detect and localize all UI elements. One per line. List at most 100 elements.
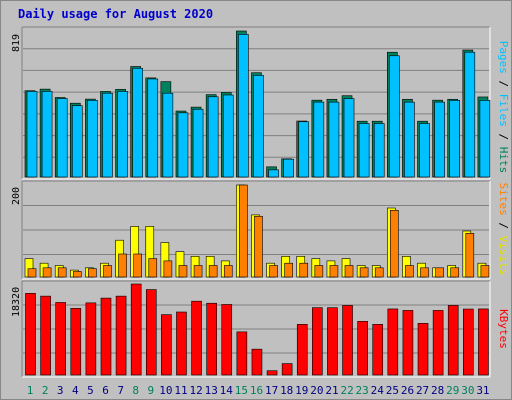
bar-files-day-17 — [268, 169, 279, 178]
bar-sites-day-23 — [359, 267, 369, 278]
bar-files-day-5 — [87, 100, 98, 178]
bar-files-day-2 — [41, 91, 53, 178]
bar-sites-day-25 — [390, 210, 399, 278]
bar-files-day-12 — [192, 108, 204, 178]
legend-kbytes: KBytes — [497, 309, 510, 349]
bar-files-day-15 — [238, 34, 249, 178]
bar-kbytes-day-10 — [161, 314, 172, 376]
bar-kbytes-day-16 — [251, 348, 263, 376]
bar-sites-day-29 — [450, 267, 460, 278]
bar-sites-day-28 — [435, 267, 444, 278]
bar-kbytes-day-22 — [342, 305, 353, 376]
bar-kbytes-day-19 — [296, 324, 308, 376]
bar-kbytes-day-2 — [40, 295, 51, 376]
bar-sites-day-31 — [480, 265, 490, 278]
x-tick-day-14: 14 — [220, 384, 234, 397]
bar-files-day-23 — [358, 123, 370, 178]
bar-kbytes-day-28 — [432, 310, 444, 376]
bar-sites-day-19 — [299, 262, 309, 278]
bar-sites-day-7 — [118, 253, 127, 278]
bar-kbytes-day-31 — [478, 308, 489, 376]
bar-kbytes-day-30 — [463, 308, 474, 376]
x-tick-day-12: 12 — [189, 384, 202, 397]
bar-sites-day-12 — [193, 265, 203, 278]
bar-files-day-30 — [464, 51, 476, 178]
bar-files-day-6 — [102, 92, 113, 178]
bar-sites-day-27 — [420, 267, 429, 278]
x-tick-day-10: 10 — [159, 384, 172, 397]
legend-sites-visits: Sites / Visits — [497, 183, 510, 276]
x-tick-day-19: 19 — [295, 384, 308, 397]
legend-pages-files-hits: Pages / Files / Hits — [497, 41, 510, 174]
bar-files-day-20 — [313, 101, 325, 178]
bar-files-day-10 — [162, 92, 174, 178]
x-tick-day-11: 11 — [174, 384, 187, 397]
bar-sites-day-2 — [42, 267, 52, 278]
x-tick-day-5: 5 — [87, 384, 94, 397]
bar-files-day-3 — [56, 98, 68, 178]
bar-kbytes-day-9 — [145, 289, 157, 376]
x-tick-day-8: 8 — [132, 384, 139, 397]
bar-sites-day-30 — [465, 233, 475, 278]
bar-files-day-29 — [449, 100, 461, 178]
x-tick-day-15: 15 — [235, 384, 248, 397]
bar-sites-day-15 — [239, 184, 248, 278]
bar-kbytes-day-4 — [70, 308, 82, 376]
x-tick-day-4: 4 — [72, 384, 79, 397]
bar-sites-day-6 — [103, 265, 112, 278]
bar-files-day-11 — [177, 112, 189, 178]
bar-files-day-7 — [117, 91, 128, 178]
x-tick-day-27: 27 — [416, 384, 429, 397]
x-tick-day-17: 17 — [265, 384, 278, 397]
bar-kbytes-day-24 — [372, 324, 384, 376]
bar-kbytes-day-8 — [130, 283, 142, 376]
x-tick-day-22: 22 — [340, 384, 353, 397]
bar-sites-day-1 — [27, 268, 37, 278]
bar-sites-day-24 — [374, 267, 384, 278]
x-tick-day-20: 20 — [310, 384, 323, 397]
x-tick-day-6: 6 — [102, 384, 109, 397]
bar-sites-day-26 — [405, 265, 414, 278]
x-tick-day-29: 29 — [446, 384, 459, 397]
x-tick-day-31: 31 — [476, 384, 489, 397]
bar-kbytes-day-14 — [221, 304, 233, 376]
bar-kbytes-day-15 — [236, 331, 248, 376]
bar-files-day-16 — [253, 75, 264, 178]
bar-files-day-19 — [298, 121, 310, 178]
bar-sites-day-22 — [344, 265, 354, 278]
bar-kbytes-day-1 — [25, 293, 36, 376]
bar-kbytes-day-5 — [85, 302, 97, 376]
x-tick-day-21: 21 — [325, 384, 338, 397]
bar-sites-day-17 — [269, 265, 278, 278]
x-tick-day-13: 13 — [205, 384, 218, 397]
y-max-label-kbytes: 18320 — [11, 287, 22, 317]
bar-kbytes-day-25 — [387, 308, 399, 376]
x-tick-day-25: 25 — [386, 384, 399, 397]
x-tick-day-18: 18 — [280, 384, 293, 397]
x-tick-day-9: 9 — [148, 384, 155, 397]
bar-files-day-8 — [132, 67, 143, 178]
bar-sites-day-10 — [163, 260, 173, 278]
bar-kbytes-day-7 — [115, 295, 127, 376]
x-tick-day-1: 1 — [27, 384, 34, 397]
bar-kbytes-day-12 — [191, 300, 202, 376]
chart-title: Daily usage for August 2020 — [18, 7, 214, 21]
bar-sites-day-16 — [254, 215, 263, 278]
bar-files-day-13 — [207, 96, 219, 178]
bar-files-day-25 — [389, 55, 400, 178]
y-max-label-visits: 200 — [11, 187, 22, 205]
x-tick-day-28: 28 — [431, 384, 444, 397]
bar-sites-day-18 — [284, 262, 293, 278]
bar-kbytes-day-29 — [447, 305, 459, 376]
bar-kbytes-day-3 — [55, 302, 66, 376]
bar-files-day-18 — [283, 158, 294, 178]
bar-files-day-24 — [373, 123, 385, 178]
x-tick-day-7: 7 — [117, 384, 124, 397]
bar-sites-day-11 — [178, 265, 188, 278]
bar-sites-day-13 — [208, 265, 218, 278]
bar-kbytes-day-21 — [327, 307, 338, 376]
bar-files-day-26 — [404, 101, 415, 178]
bar-kbytes-day-27 — [417, 323, 429, 376]
bar-sites-day-14 — [223, 265, 233, 278]
